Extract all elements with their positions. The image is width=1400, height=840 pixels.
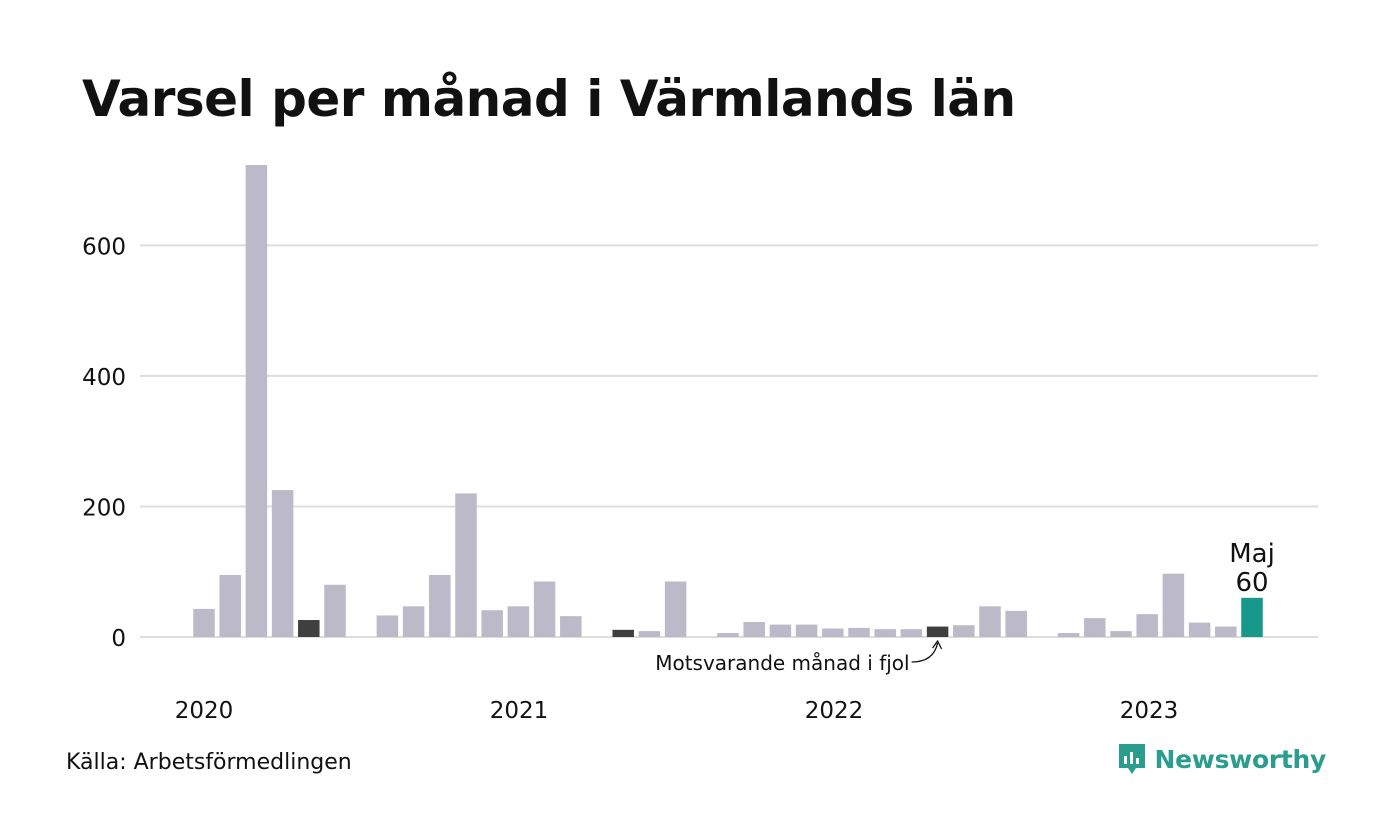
bar: [848, 627, 870, 637]
bar: [560, 616, 582, 637]
bar: [1084, 618, 1106, 637]
x-tick-label: 2023: [1120, 698, 1179, 724]
bar: [953, 625, 975, 637]
bar: [455, 493, 477, 637]
current-month-value: 60: [1235, 568, 1268, 598]
annotation-arrow: [911, 642, 939, 663]
bar: [743, 621, 765, 637]
brand: Newsworthy: [1117, 742, 1327, 776]
bar-current-month: [1241, 597, 1263, 637]
bar: [1057, 633, 1080, 637]
gridlines: [140, 244, 1318, 638]
bar: [324, 584, 346, 637]
bar: [717, 633, 739, 637]
x-tick-label: 2022: [805, 698, 864, 724]
y-tick-labels: 0 200 400 600: [82, 234, 126, 652]
x-tick-labels: 2020 2021 2022 2023: [175, 698, 1179, 724]
bar: [795, 624, 818, 637]
bars: [193, 165, 1263, 637]
bar: [245, 165, 268, 637]
x-tick-label: 2021: [490, 698, 549, 724]
bar: [219, 574, 241, 637]
newsworthy-logo-icon: [1118, 744, 1145, 774]
current-month-label: Maj: [1229, 539, 1275, 569]
y-tick-label: 200: [82, 495, 126, 521]
bar: [1136, 614, 1158, 637]
bar: [193, 608, 215, 637]
bar: [1110, 631, 1132, 637]
bar: [376, 615, 399, 637]
bar: [481, 610, 503, 637]
annotation-arrowhead: [932, 639, 943, 650]
bar: [979, 606, 1001, 637]
bar: [638, 631, 661, 637]
source-label: Källa: Arbetsförmedlingen: [66, 750, 352, 775]
bar: [664, 581, 687, 637]
bar: [429, 574, 451, 637]
x-tick-label: 2020: [175, 698, 234, 724]
bar: [1162, 573, 1185, 637]
bar-previous-year: [612, 629, 634, 637]
bar: [271, 490, 294, 637]
bar: [900, 629, 923, 637]
brand-name: Newsworthy: [1154, 744, 1327, 774]
y-tick-label: 400: [82, 365, 126, 391]
y-tick-label: 600: [82, 234, 126, 260]
y-tick-label: 0: [111, 626, 126, 652]
bar-previous-year: [926, 626, 949, 637]
bar-previous-year: [298, 620, 320, 637]
bar: [874, 629, 896, 637]
bar: [769, 624, 792, 637]
bar: [1215, 626, 1237, 637]
bar: [507, 606, 530, 637]
bar: [533, 581, 556, 637]
previous-year-annotation: Motsvarande månad i fjol: [655, 651, 909, 675]
chart-title: Varsel per månad i Värmlands län: [82, 70, 1016, 128]
bar: [1005, 610, 1027, 637]
bar: [822, 628, 844, 637]
bar: [1188, 622, 1211, 637]
bar: [402, 606, 425, 637]
